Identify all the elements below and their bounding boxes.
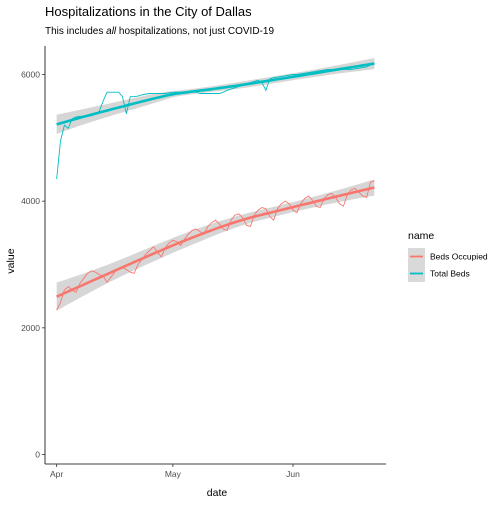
chart-subtitle: This includes all hospitalizations, not … xyxy=(45,26,274,37)
smooth-line-beds-occupied xyxy=(56,186,375,298)
smooth-ribbon-beds-occupied xyxy=(56,179,375,311)
y-axis-ticks: 0 2000 4000 6000 xyxy=(21,70,45,460)
plot-area xyxy=(56,58,375,311)
y-tick-label: 2000 xyxy=(21,323,40,333)
series-line-total-beds xyxy=(56,63,375,180)
smooth-ribbons xyxy=(56,58,375,311)
x-tick-label: May xyxy=(165,469,182,479)
y-tick-label: 0 xyxy=(35,450,40,460)
chart-subtitle-part-1: all xyxy=(106,26,117,37)
x-tick-label: Jun xyxy=(286,469,300,479)
y-tick-label: 6000 xyxy=(21,70,40,80)
legend-title: name xyxy=(408,230,434,242)
legend-label: Total Beds xyxy=(430,269,470,279)
legend-items: Beds Occupied Total Beds xyxy=(408,248,488,282)
chart-subtitle-part-0: This includes xyxy=(45,26,106,37)
smooth-lines xyxy=(56,62,375,298)
legend-item-total-beds: Total Beds xyxy=(408,265,470,282)
chart-subtitle-part-2: hospitalizations, not just COVID-19 xyxy=(116,26,274,37)
series-line-beds-occupied xyxy=(56,180,375,311)
y-axis-title: value xyxy=(5,248,17,273)
chart-title: Hospitalizations in the City of Dallas xyxy=(45,4,252,19)
y-tick-label: 4000 xyxy=(21,196,40,206)
legend-label: Beds Occupied xyxy=(430,252,488,262)
x-axis-ticks: Apr May Jun xyxy=(50,464,300,479)
legend-item-beds-occupied: Beds Occupied xyxy=(408,248,488,265)
smooth-line-total-beds xyxy=(56,62,375,126)
x-axis-title: date xyxy=(207,487,228,499)
legend: name Beds Occupied Total Beds xyxy=(408,230,488,282)
x-tick-label: Apr xyxy=(50,469,63,479)
raw-series-lines xyxy=(56,63,375,311)
